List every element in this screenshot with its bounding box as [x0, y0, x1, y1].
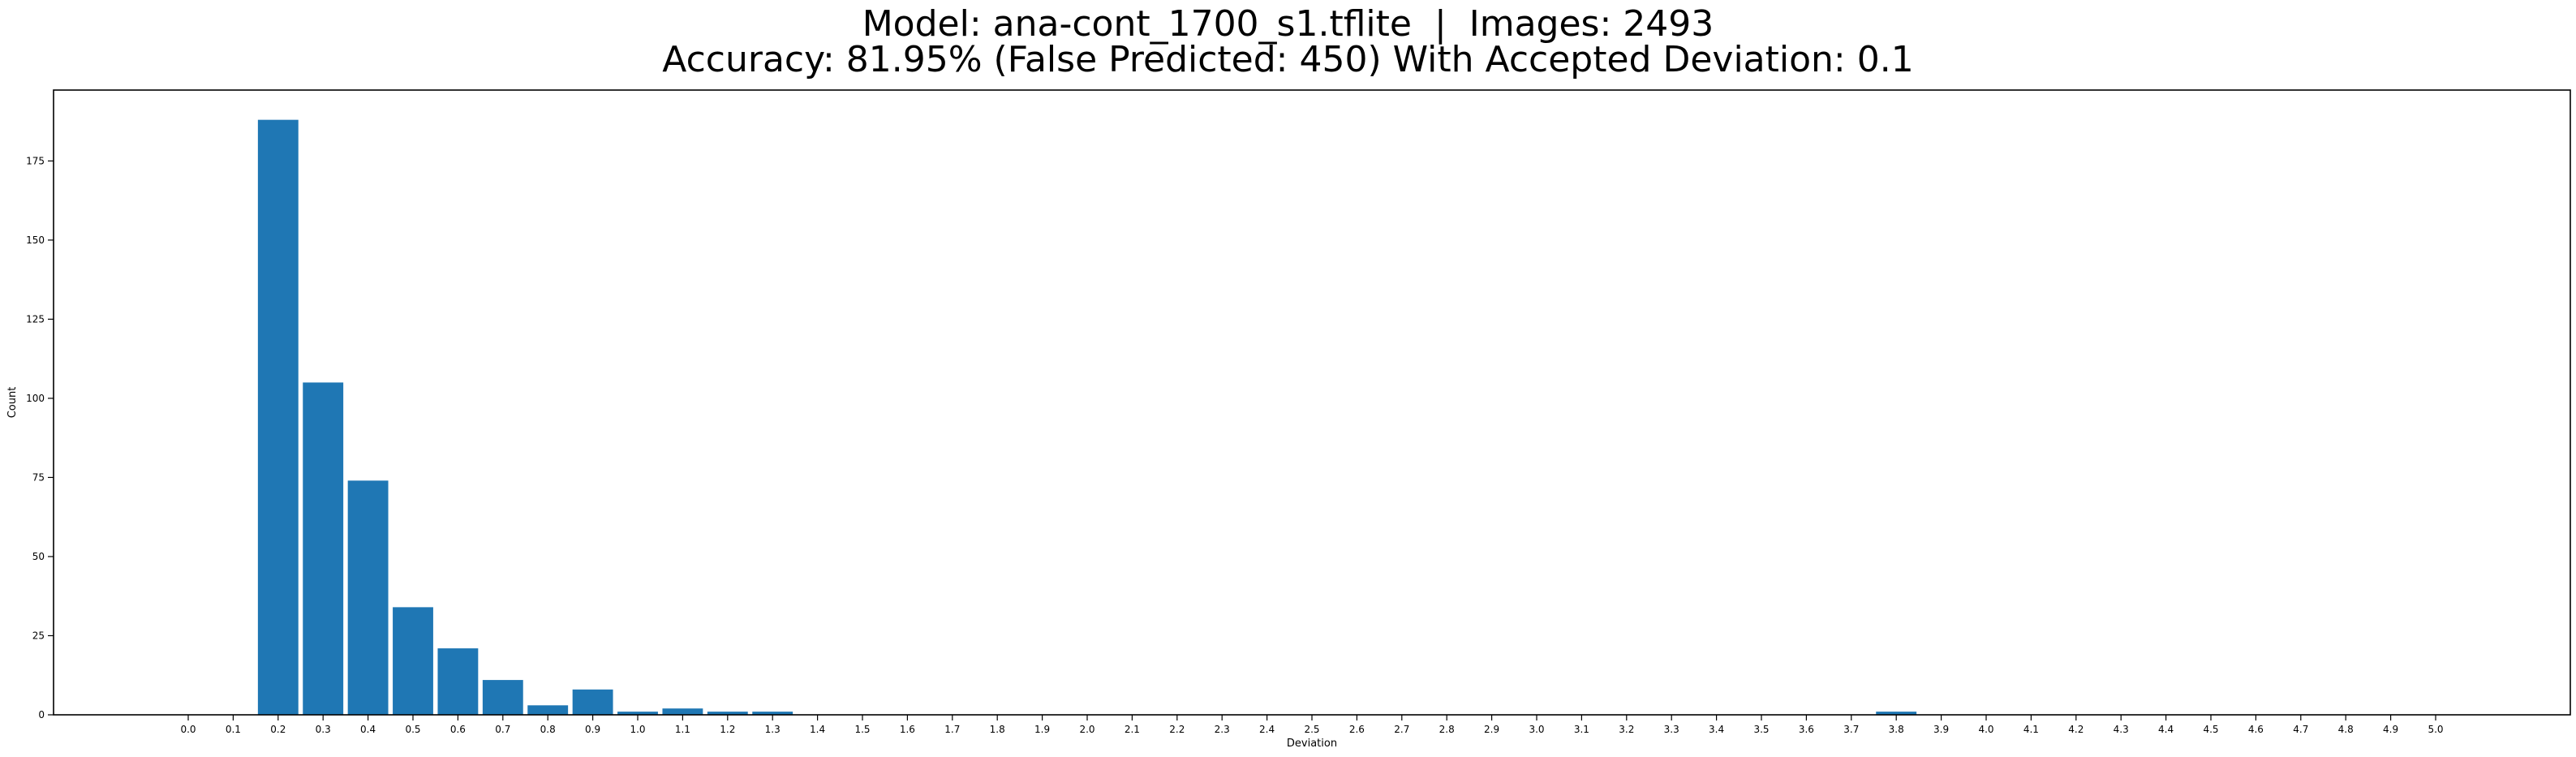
- x-tick-label: 4.4: [2158, 724, 2174, 735]
- x-tick-label: 1.3: [765, 724, 781, 735]
- bar-0.6: [437, 648, 479, 715]
- x-tick-label: 0.7: [495, 724, 510, 735]
- x-tick-label: 0.9: [585, 724, 600, 735]
- y-tick-label: 0: [38, 709, 45, 720]
- x-tick-label: 2.7: [1394, 724, 1409, 735]
- x-tick-label: 0.6: [450, 724, 466, 735]
- bar-1.0: [617, 712, 658, 715]
- x-tick-label: 0.4: [360, 724, 376, 735]
- x-axis-ticks: 0.0 0.1 0.2 0.3 0.4 0.5 0.6 0.7 0.8 0.9 1.0 1.1 1.2 1…: [180, 715, 2444, 735]
- x-tick-label: 1.8: [990, 724, 1005, 735]
- y-tick-label: 100: [26, 393, 45, 404]
- y-tick-label: 125: [26, 313, 45, 325]
- x-tick-label: 3.6: [1799, 724, 1814, 735]
- x-tick-label: 2.8: [1439, 724, 1455, 735]
- bar-1.1: [662, 708, 703, 715]
- x-tick-label: 1.5: [854, 724, 870, 735]
- x-tick-label: 2.3: [1215, 724, 1230, 735]
- bar-0.8: [527, 705, 569, 715]
- bar-0.5: [393, 607, 433, 715]
- bar-1.2: [707, 712, 748, 715]
- x-tick-label: 5.0: [2428, 724, 2443, 735]
- bar-1.3: [752, 712, 793, 715]
- y-axis-ticks: 0 25 50 75 100 125 150 175: [26, 155, 54, 720]
- x-tick-label: 3.5: [1753, 724, 1769, 735]
- x-tick-label: 4.7: [2293, 724, 2308, 735]
- chart-title-line-1: Model: ana-cont_1700_s1.tflite | Images:…: [862, 3, 1714, 45]
- x-tick-label: 0.3: [316, 724, 331, 735]
- bar-0.7: [482, 680, 523, 715]
- x-tick-label: 3.8: [1889, 724, 1904, 735]
- x-tick-label: 3.4: [1709, 724, 1724, 735]
- x-tick-label: 3.7: [1843, 724, 1859, 735]
- x-tick-label: 4.3: [2114, 724, 2129, 735]
- y-tick-label: 175: [26, 155, 45, 166]
- y-tick-label: 25: [32, 630, 45, 641]
- bar-0.9: [572, 689, 613, 715]
- x-tick-label: 1.1: [675, 724, 690, 735]
- x-tick-label: 2.5: [1304, 724, 1319, 735]
- x-tick-label: 2.4: [1259, 724, 1275, 735]
- x-tick-label: 4.5: [2203, 724, 2218, 735]
- x-tick-label: 2.1: [1125, 724, 1140, 735]
- x-tick-label: 3.0: [1529, 724, 1544, 735]
- x-tick-label: 0.0: [180, 724, 196, 735]
- x-tick-label: 1.0: [630, 724, 645, 735]
- x-tick-label: 0.2: [270, 724, 286, 735]
- x-tick-label: 0.8: [540, 724, 556, 735]
- x-tick-label: 0.1: [226, 724, 241, 735]
- x-axis-label: Deviation: [1287, 738, 1337, 750]
- chart-title-line-2: Accuracy: 81.95% (False Predicted: 450) …: [662, 39, 1914, 80]
- bar-3.8: [1876, 712, 1917, 715]
- y-tick-label: 75: [32, 471, 45, 483]
- x-tick-label: 3.2: [1619, 724, 1634, 735]
- plot-frame: [53, 89, 2571, 716]
- x-tick-label: 1.7: [944, 724, 960, 735]
- y-axis-label: Count: [6, 387, 19, 419]
- x-tick-label: 3.1: [1574, 724, 1589, 735]
- x-tick-label: 3.9: [1933, 724, 1949, 735]
- bar-0.4: [347, 480, 389, 715]
- x-tick-label: 2.2: [1169, 724, 1185, 735]
- y-tick-label: 150: [26, 234, 45, 246]
- x-tick-label: 1.6: [900, 724, 915, 735]
- x-tick-label: 1.4: [810, 724, 825, 735]
- y-tick-label: 50: [32, 551, 45, 562]
- x-tick-label: 2.9: [1484, 724, 1499, 735]
- x-tick-label: 1.2: [720, 724, 735, 735]
- x-tick-label: 4.2: [2068, 724, 2084, 735]
- x-tick-label: 4.1: [2023, 724, 2039, 735]
- x-tick-label: 4.0: [1978, 724, 1993, 735]
- x-tick-label: 0.5: [405, 724, 420, 735]
- x-tick-label: 4.8: [2338, 724, 2354, 735]
- bar-0.2: [257, 119, 299, 715]
- x-tick-label: 1.9: [1034, 724, 1050, 735]
- x-tick-label: 4.9: [2383, 724, 2398, 735]
- bar-0.3: [303, 382, 344, 715]
- x-tick-label: 2.6: [1349, 724, 1365, 735]
- x-tick-label: 3.3: [1664, 724, 1679, 735]
- x-tick-label: 4.6: [2248, 724, 2264, 735]
- bars-group: [257, 119, 1917, 715]
- x-tick-label: 2.0: [1079, 724, 1094, 735]
